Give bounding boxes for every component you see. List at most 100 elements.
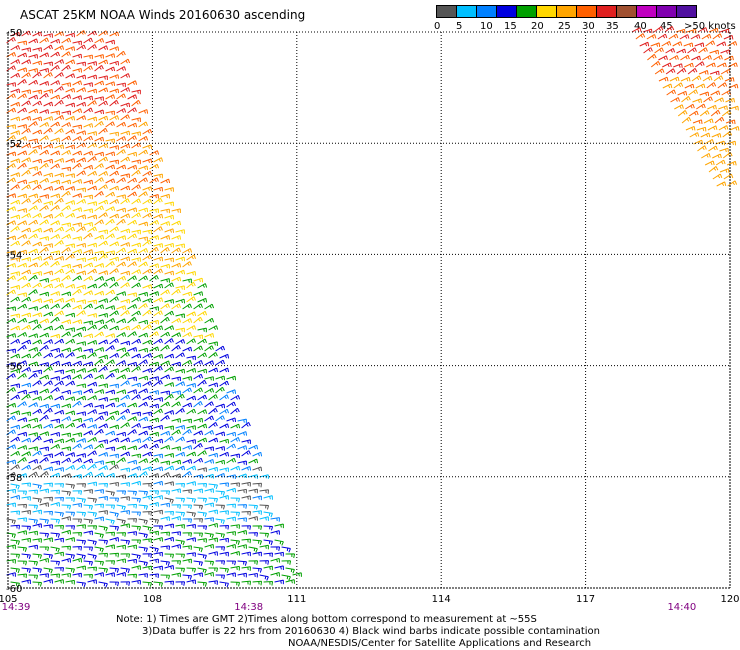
wind-barb [17,220,28,226]
wind-barb [153,186,163,192]
wind-barb [230,436,241,443]
wind-barb [643,47,653,54]
wind-barb [215,345,226,352]
wind-barb [226,401,236,408]
wind-barb [28,306,38,311]
wind-barb [28,68,38,73]
wind-barb [87,131,97,136]
wind-barb [116,389,127,394]
wind-barb [197,467,207,472]
wind-barb [197,482,208,488]
wind-barb [54,551,64,557]
wind-barb [197,379,207,387]
wind-barb [87,463,97,471]
wind-barb [76,565,86,571]
wind-barb [39,109,50,114]
wind-barb [226,516,236,522]
wind-barb [61,504,72,510]
wind-barb [109,241,120,247]
wind-barb [204,532,214,539]
wind-barb [131,525,142,531]
wind-barb [683,42,694,48]
wind-barb [65,396,76,401]
wind-barb [98,253,108,261]
wind-barb [17,150,28,156]
wind-barb [226,389,237,394]
wind-barb [98,439,108,444]
wind-barb [182,545,192,550]
wind-barb [72,179,83,184]
wind-barb [32,47,42,52]
wind-barb [87,497,97,504]
wind-barb [105,261,115,268]
wind-barb [149,473,160,478]
wind-barb [721,90,732,96]
wind-barb [171,459,182,465]
wind-barb [61,319,72,324]
wind-barb [175,368,186,374]
wind-barb [182,429,192,436]
wind-barb [707,125,718,131]
wind-barb [252,451,263,457]
wind-barb [696,126,707,132]
wind-barb [43,423,54,429]
wind-barb [138,471,148,478]
wind-barb [248,560,259,565]
wind-barb [6,163,16,170]
wind-barb [193,560,203,567]
wind-barb [153,453,163,459]
wind-barb [54,72,64,79]
wind-barb [65,497,76,502]
wind-barb [712,153,722,159]
wind-barb [138,518,148,525]
wind-barb [175,269,186,275]
wind-barb [259,504,270,510]
wind-barb [116,415,126,422]
wind-barb [94,96,104,101]
wind-barb [142,339,153,345]
wind-barb [182,445,193,450]
wind-barb [259,532,270,538]
wind-barb [127,261,137,268]
wind-barb [32,380,42,387]
wind-barb [237,504,248,509]
wind-barb [120,352,130,359]
wind-barb [50,64,60,72]
wind-barb [120,539,131,545]
wind-barb [87,156,97,163]
wind-barb [98,59,109,65]
wind-barb [10,353,21,359]
wind-barb [669,76,680,82]
wind-barb [76,142,87,149]
scale-color-box [676,5,697,18]
wind-barb [6,373,16,380]
wind-barb [226,431,236,437]
wind-barb [72,124,82,130]
wind-barb [127,490,138,496]
wind-barb [105,53,116,58]
wind-barb [182,261,192,268]
wind-barb [241,538,252,544]
wind-barb [105,191,116,198]
wind-barb [17,93,27,100]
wind-barb [116,532,127,537]
wind-barb [87,100,97,107]
wind-barb [661,40,672,47]
wind-barb [61,275,71,282]
wind-barb [204,430,215,436]
wind-barb [43,395,54,401]
wind-barb [662,62,672,68]
wind-barb [127,445,138,451]
wind-barb [131,99,141,107]
wind-barb [72,207,83,212]
wind-barb [720,69,731,75]
wind-barb [21,525,32,531]
wind-barb [230,511,241,517]
wind-barb [263,511,273,518]
wind-barb [28,262,39,268]
wind-barb [76,284,87,290]
wind-barb [105,531,116,537]
wind-barb [164,353,175,359]
wind-barb [94,64,104,72]
wind-barb [17,546,28,552]
